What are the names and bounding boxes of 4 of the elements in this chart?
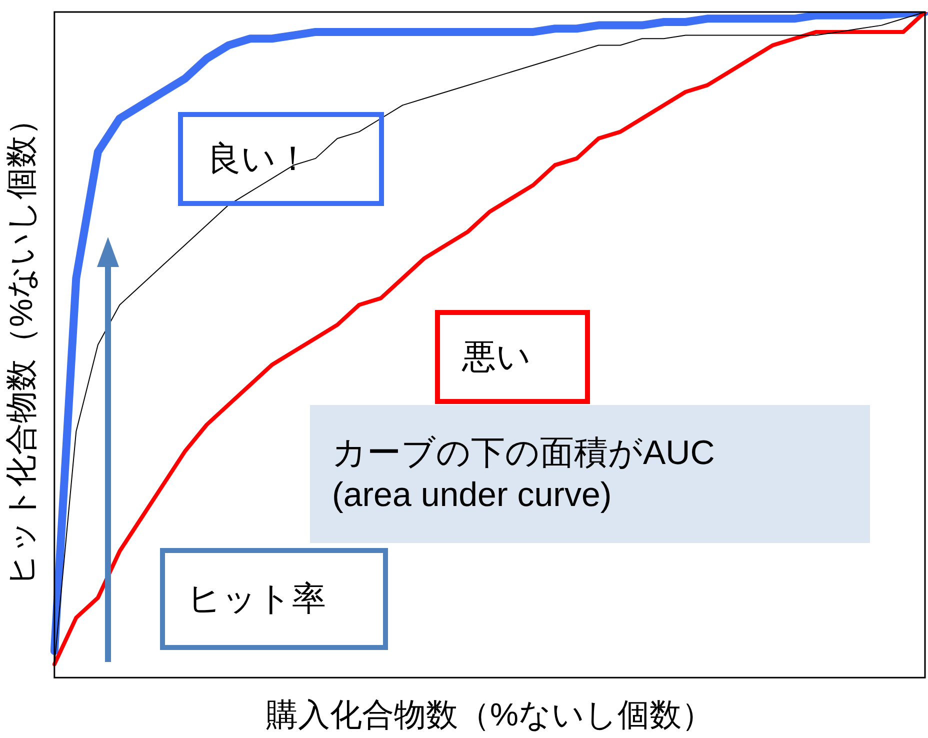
y-axis-title: ヒット化合物数（%ないし個数）: [3, 104, 40, 586]
x-axis-title: 購入化合物数（%ないし個数）: [266, 696, 714, 733]
annotation: ヒット率: [160, 548, 388, 650]
annotation: 悪い: [435, 310, 590, 404]
